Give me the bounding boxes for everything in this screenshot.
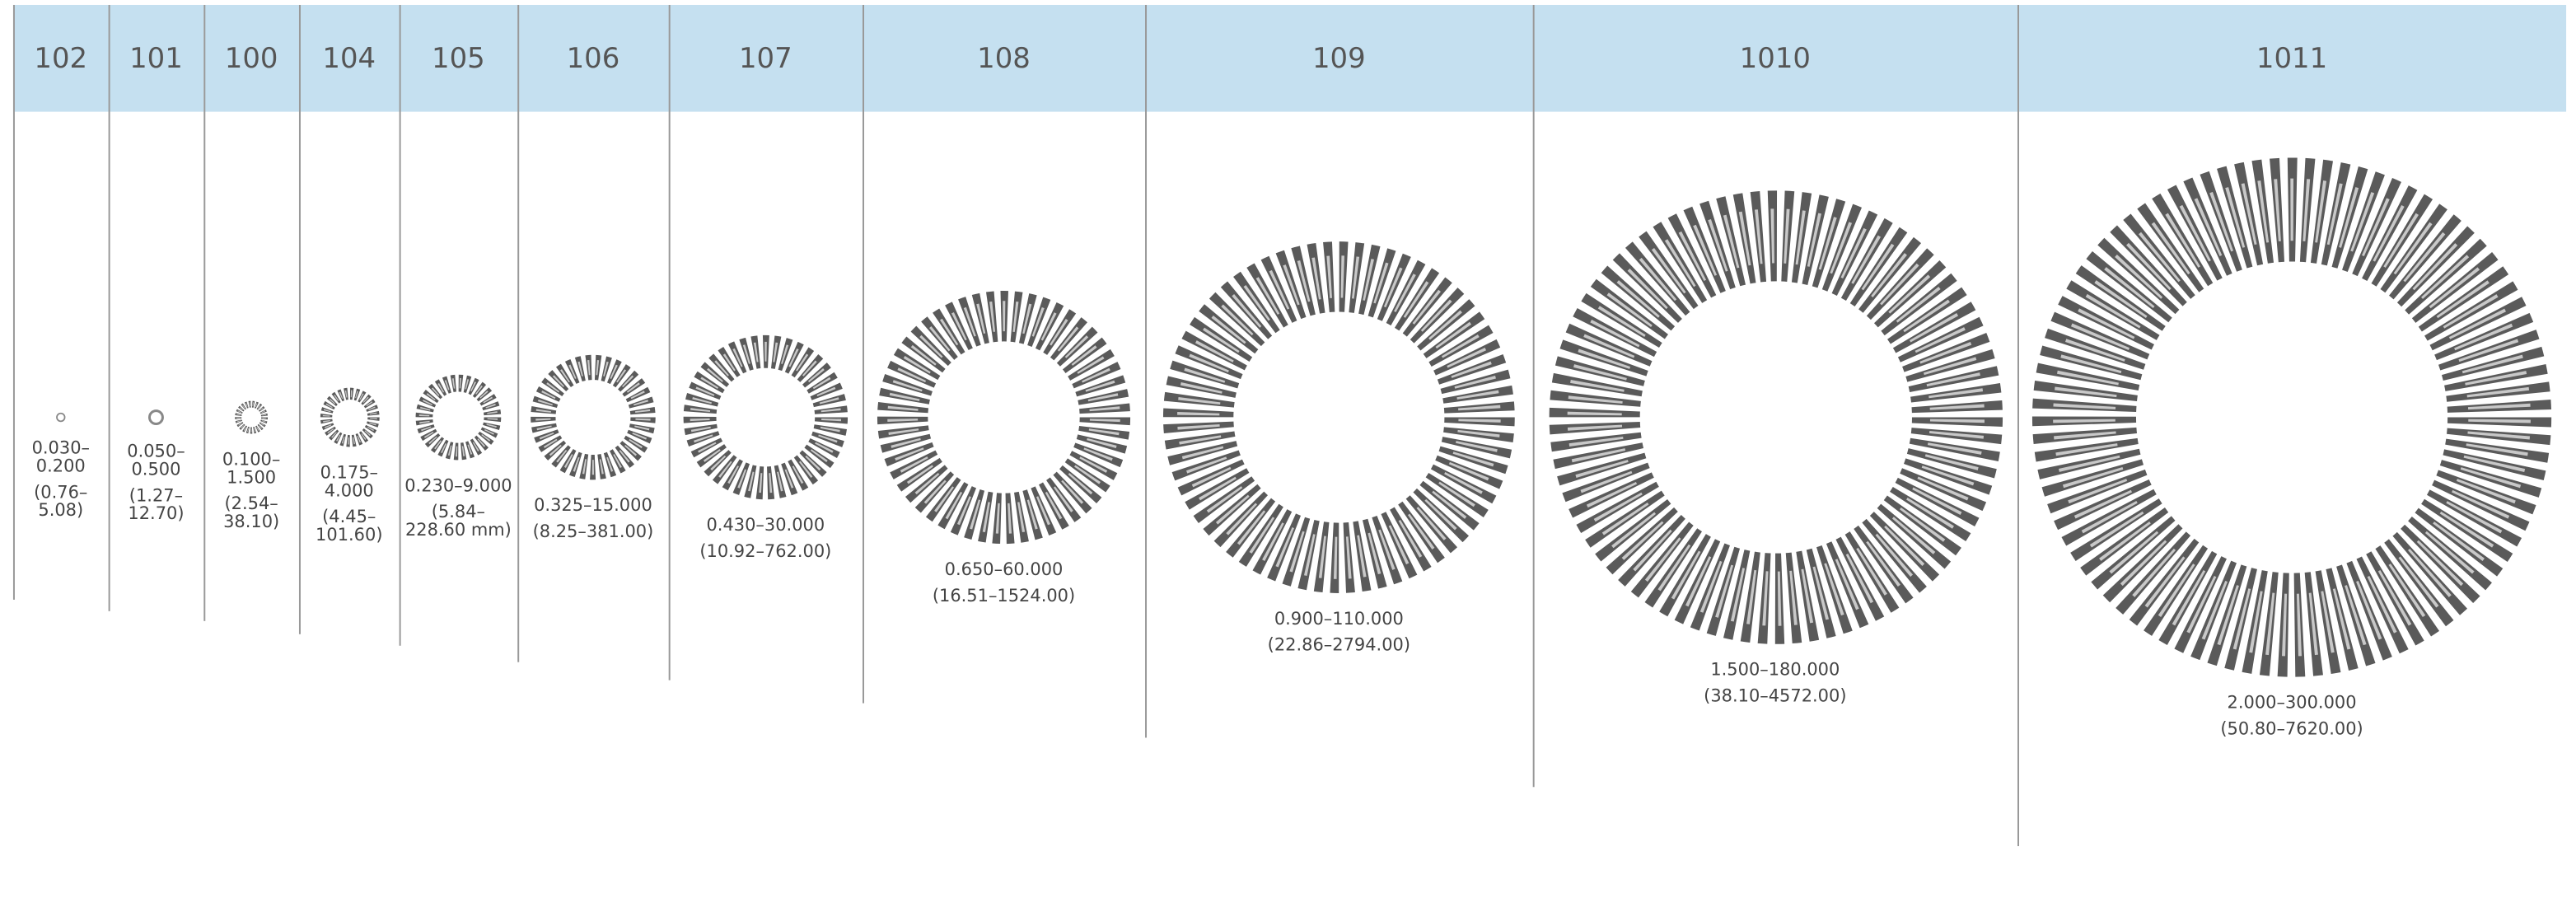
column: 108 0.650–60.000 (16.51–1524.00) — [863, 0, 1146, 912]
inch-range: 0.900–110.000 — [1274, 609, 1404, 629]
inch-range: 2.000–300.000 — [2227, 693, 2357, 713]
inch-range: 0.050–0.500 — [127, 442, 185, 480]
inch-range: 0.430–30.000 — [706, 516, 825, 536]
series-header: 100 — [203, 4, 299, 112]
inch-range: 0.100–1.500 — [222, 450, 281, 489]
spring-ring — [235, 400, 269, 434]
spring-ring — [415, 374, 502, 461]
size-range: 0.650–60.000 (16.51–1524.00) — [866, 560, 1142, 615]
column-divider — [203, 4, 206, 621]
size-range: 2.000–300.000 (50.80–7620.00) — [2021, 695, 2563, 748]
column: 102 0.030–0.200 (0.76–5.08) — [12, 0, 109, 912]
size-range: 0.325–15.000 (8.25–381.00) — [521, 496, 665, 550]
mm-range: (5.84–228.60 mm) — [404, 503, 512, 541]
column-divider — [2017, 4, 2019, 847]
column: 1011 2.000–300.000 (50.80–7620.00) — [2017, 0, 2567, 912]
size-range: 0.100–1.500 (2.54–38.10) — [207, 451, 296, 540]
size-range: 1.500–180.000 (38.10–4572.00) — [1536, 662, 2014, 715]
column-divider — [399, 4, 401, 646]
column: 100 0.100–1.500 (2.54–38.10) — [203, 0, 299, 912]
mm-range: (50.80–7620.00) — [2220, 719, 2363, 740]
spring-ring — [877, 290, 1131, 545]
mm-range: (1.27–12.70) — [128, 486, 185, 525]
mm-range: (8.25–381.00) — [532, 522, 654, 543]
size-range: 0.175–4.000 (4.45–101.60) — [302, 463, 396, 554]
spring-ring — [683, 334, 849, 500]
column-divider — [668, 4, 671, 680]
spring-ring — [1162, 241, 1515, 593]
inch-range: 0.175–4.000 — [320, 463, 379, 502]
spring-ring — [531, 354, 656, 480]
spring-ring — [147, 409, 164, 426]
mm-range: (16.51–1524.00) — [932, 586, 1076, 606]
column: 107 0.430–30.000 (10.92–762.00) — [668, 0, 863, 912]
column-divider — [1532, 4, 1535, 788]
inch-range: 0.030–0.200 — [31, 438, 91, 477]
column: 101 0.050–0.500 (1.27–12.70) — [108, 0, 204, 912]
inch-range: 0.230–9.000 — [404, 476, 512, 497]
series-header: 105 — [399, 4, 518, 112]
mm-range: (0.76–5.08) — [34, 483, 88, 521]
spring-ring — [56, 412, 66, 423]
series-header: 108 — [863, 4, 1146, 112]
spring-ring — [2031, 157, 2552, 677]
column: 1010 1.500–180.000 (38.10–4572.00) — [1532, 0, 2018, 912]
column-divider — [108, 4, 110, 611]
mm-range: (10.92–762.00) — [699, 542, 832, 563]
inch-range: 1.500–180.000 — [1710, 660, 1840, 680]
size-range: 0.430–30.000 (10.92–762.00) — [672, 517, 859, 570]
column: 106 0.325–15.000 (8.25–381.00) — [517, 0, 669, 912]
mm-range: (38.10–4572.00) — [1704, 686, 1847, 707]
column-divider — [863, 4, 865, 704]
column-divider — [12, 4, 15, 600]
series-header: 109 — [1145, 4, 1533, 112]
size-range: 0.900–110.000 (22.86–2794.00) — [1148, 609, 1530, 664]
series-header: 106 — [517, 4, 669, 112]
mm-range: (2.54–38.10) — [223, 494, 280, 533]
series-header: 1011 — [2017, 4, 2567, 112]
mm-range: (4.45–101.60) — [316, 507, 383, 546]
size-range: 0.030–0.200 (0.76–5.08) — [16, 438, 105, 529]
column-divider — [517, 4, 520, 662]
column-divider — [298, 4, 301, 634]
column: 104 0.175–4.000 (4.45–101.60) — [298, 0, 400, 912]
column: 109 0.900–110.000 (22.86–2794.00) — [1145, 0, 1533, 912]
mm-range: (22.86–2794.00) — [1267, 635, 1411, 656]
series-header: 107 — [668, 4, 863, 112]
inch-range: 0.325–15.000 — [534, 496, 652, 517]
series-header: 102 — [12, 4, 109, 112]
series-header: 101 — [108, 4, 204, 112]
size-range: 0.050–0.500 (1.27–12.70) — [112, 442, 201, 532]
spring-ring — [1548, 190, 2003, 644]
spring-ring — [319, 387, 379, 447]
column-divider — [1145, 4, 1148, 738]
series-header: 104 — [298, 4, 400, 112]
size-range: 0.230–9.000 (5.84–228.60 mm) — [403, 476, 515, 549]
inch-range: 0.650–60.000 — [944, 560, 1064, 580]
column: 105 0.230–9.000 (5.84–228.60 mm) — [399, 0, 518, 912]
series-header: 1010 — [1532, 4, 2018, 112]
